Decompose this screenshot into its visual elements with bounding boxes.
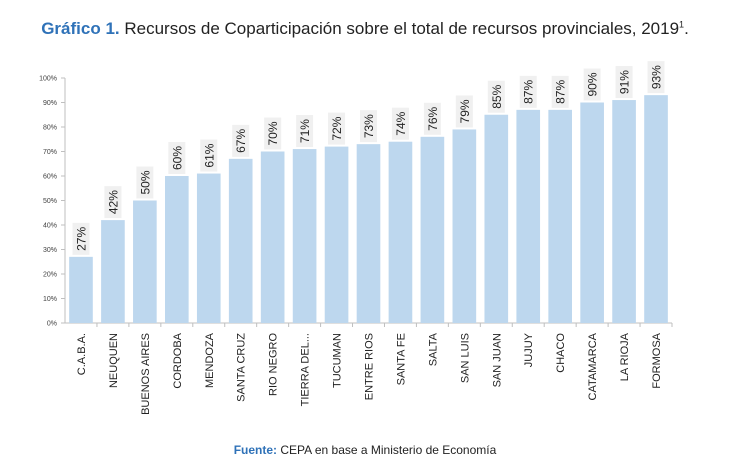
- data-label: 90%: [586, 72, 600, 96]
- x-tick-label: SALTA: [427, 332, 439, 366]
- data-label-box: [360, 110, 377, 143]
- bar: [292, 149, 317, 323]
- x-tick-label: CORDOBA: [172, 332, 184, 388]
- x-tick-label: SAN LUIS: [459, 333, 471, 383]
- data-label-box: [487, 80, 505, 113]
- y-tick-label: 90%: [43, 100, 57, 107]
- x-tick-label: CATAMARCA: [587, 332, 599, 400]
- bar: [228, 158, 253, 323]
- data-label: 50%: [138, 170, 152, 194]
- bar: [388, 141, 413, 323]
- x-tick-label: FORMOSA: [651, 332, 663, 388]
- bar: [324, 146, 349, 323]
- y-tick-label: 50%: [43, 198, 57, 205]
- bar: [580, 102, 604, 323]
- x-tick-label: TIERRA DEL...: [300, 333, 312, 406]
- data-label-box: [136, 166, 154, 199]
- y-tick-label: 30%: [43, 247, 57, 254]
- bar: [452, 129, 477, 323]
- x-tick-label: MENDOZA: [204, 332, 216, 388]
- data-label-box: [391, 107, 409, 140]
- data-label-box: [455, 95, 473, 128]
- chart-title-prefix: Gráfico 1.: [41, 19, 120, 38]
- data-label-box: [200, 139, 218, 172]
- bar: [516, 109, 541, 323]
- data-label-box: [296, 115, 314, 148]
- x-tick-label: BUENOS AIRES: [140, 333, 152, 415]
- y-tick-label: 10%: [43, 296, 57, 303]
- bar: [356, 144, 381, 323]
- data-label-box: [423, 102, 441, 135]
- chart-title-footnote: 1: [679, 19, 685, 30]
- bar: [133, 200, 157, 323]
- data-label: 71%: [298, 119, 312, 143]
- data-label-box: [104, 186, 122, 219]
- bar-chart: 0% 10% 20% 30% 40% 50% 60% 70% 80% 90% 100% 27% C.A.…: [39, 61, 673, 415]
- data-label: 73%: [362, 114, 376, 138]
- data-label: 60%: [170, 146, 184, 170]
- data-label: 74%: [394, 111, 408, 135]
- bar: [164, 176, 189, 323]
- bar: [196, 173, 221, 323]
- bar: [484, 114, 509, 323]
- x-tick-label: NEUQUEN: [108, 333, 120, 388]
- data-label: 91%: [618, 70, 632, 94]
- bar: [644, 95, 668, 324]
- data-label-box: [264, 117, 282, 150]
- data-label-box: [168, 142, 186, 174]
- chart-title-trailing: .: [684, 19, 689, 38]
- data-label: 42%: [106, 190, 120, 214]
- x-tick-label: JUJUY: [523, 332, 535, 367]
- chart-title-text: Recursos de Coparticipación sobre el tot…: [124, 19, 680, 38]
- data-label-box: [647, 61, 665, 94]
- bar: [69, 256, 93, 323]
- x-tick-label: SANTA CRUZ: [236, 333, 248, 402]
- y-tick-label: 100%: [39, 76, 57, 83]
- data-label: 87%: [554, 80, 568, 104]
- data-label-box: [551, 75, 569, 108]
- y-tick-label: 20%: [43, 272, 57, 279]
- chart-title: Gráfico 1. Recursos de Coparticipación s…: [0, 19, 730, 39]
- y-tick-label: 0%: [47, 321, 57, 328]
- source-text: CEPA en base a Ministerio de Economía: [280, 443, 497, 457]
- bar: [420, 136, 445, 323]
- x-tick-label: CHACO: [555, 333, 567, 373]
- y-tick-label: 60%: [43, 174, 57, 181]
- bar: [101, 220, 125, 323]
- x-tick-label: RIO NEGRO: [268, 333, 280, 396]
- x-tick-label: TUCUMAN: [332, 333, 344, 388]
- x-tick-label: SAN JUAN: [491, 333, 503, 387]
- data-label: 27%: [74, 227, 88, 251]
- source-label: Fuente:: [233, 443, 278, 457]
- data-label-box: [615, 66, 633, 99]
- bar: [260, 151, 285, 323]
- data-label-box: [583, 68, 601, 101]
- data-label: 87%: [522, 80, 536, 104]
- data-label-box: [328, 112, 346, 145]
- data-label-box: [72, 222, 90, 255]
- data-label: 79%: [458, 99, 472, 123]
- data-label: 61%: [202, 143, 216, 167]
- data-label: 93%: [650, 65, 664, 89]
- x-tick-label: ENTRE RIOS: [364, 333, 376, 400]
- y-tick-label: 40%: [43, 223, 57, 230]
- x-tick-label: SANTA FE: [395, 333, 407, 385]
- x-tick-label: LA RIOJA: [619, 332, 631, 381]
- source-note: Fuente: CEPA en base a Ministerio de Eco…: [0, 443, 730, 457]
- y-tick-label: 80%: [43, 125, 57, 132]
- data-label: 72%: [330, 116, 344, 140]
- data-label: 70%: [266, 121, 280, 145]
- data-label-box: [232, 124, 250, 157]
- data-label: 85%: [490, 84, 504, 108]
- bar: [548, 109, 573, 323]
- x-tick-label: C.A.B.A.: [76, 333, 88, 375]
- y-tick-label: 70%: [43, 149, 57, 156]
- data-label: 67%: [234, 129, 248, 153]
- data-label-box: [519, 75, 537, 108]
- bar: [612, 100, 636, 323]
- data-label: 76%: [426, 106, 440, 130]
